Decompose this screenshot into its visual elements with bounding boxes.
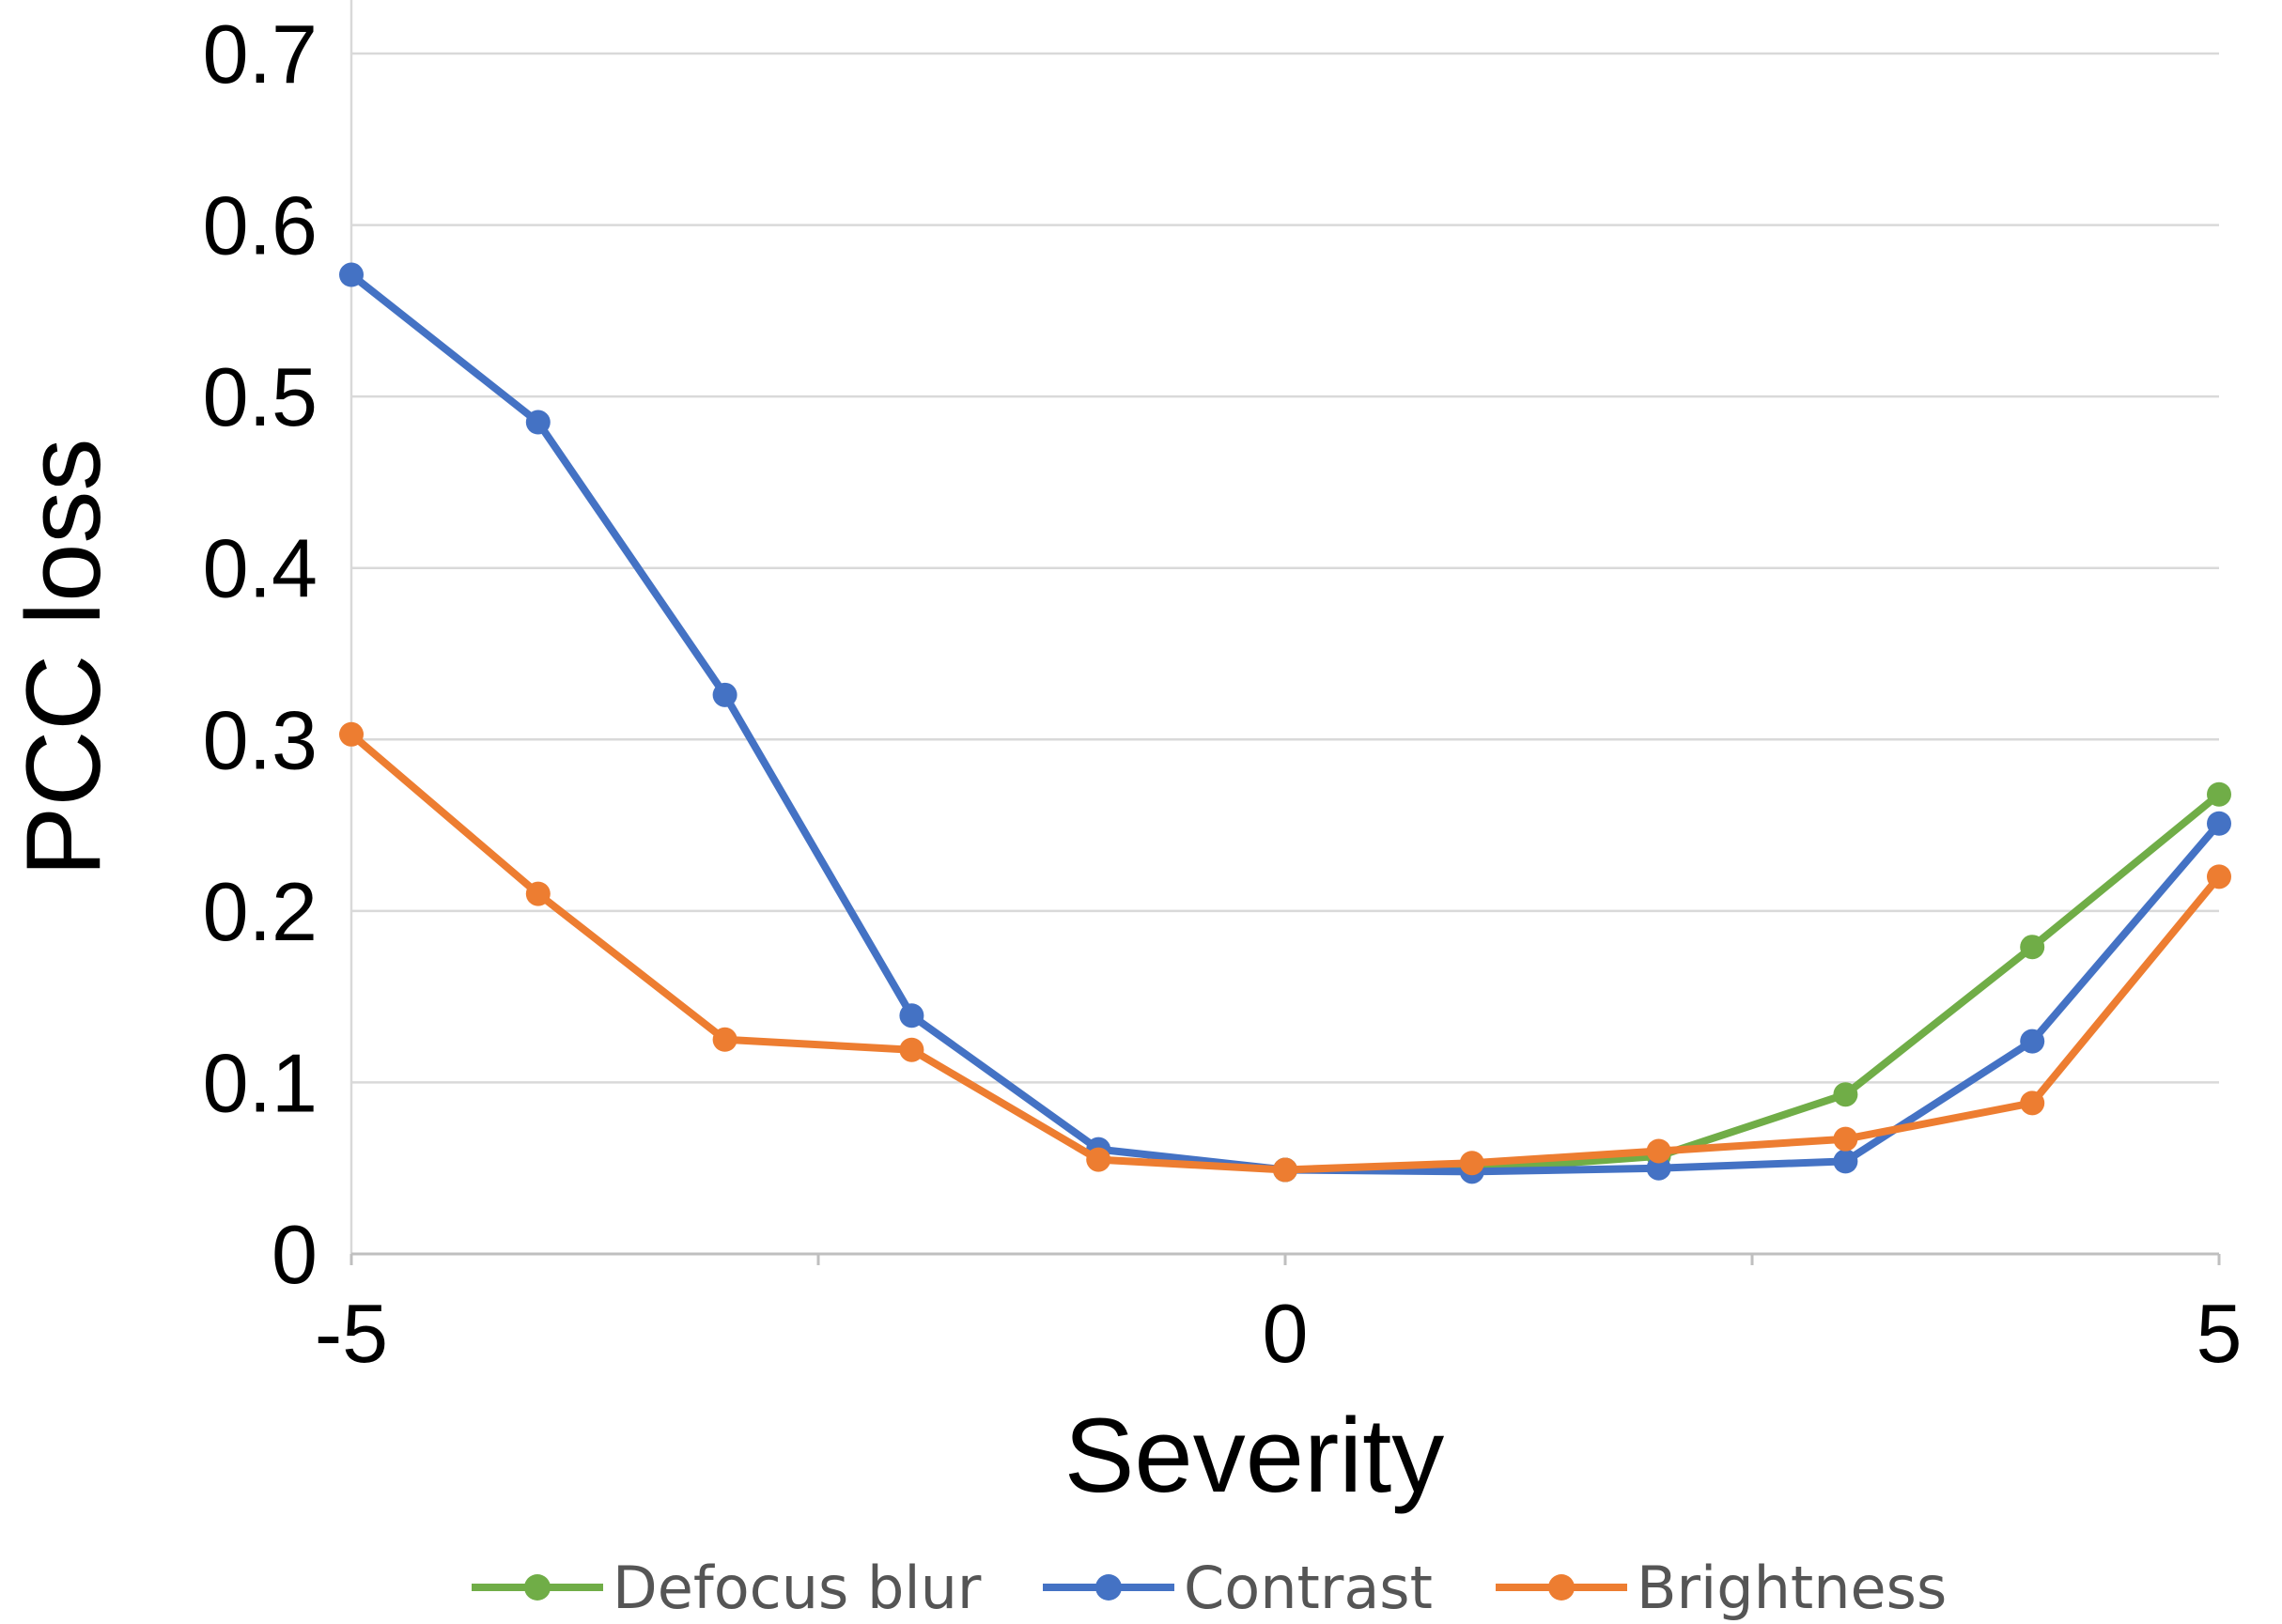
legend-label: Brightness [1637, 1554, 1947, 1622]
gridlines [351, 52, 2219, 1084]
data-point [712, 1027, 737, 1052]
y-tick-label: 0.7 [203, 8, 318, 101]
x-tick-label: 0 [1263, 1287, 1309, 1380]
data-point [1833, 1082, 1858, 1107]
data-point [2020, 935, 2045, 960]
x-tick-label: 5 [2197, 1287, 2243, 1380]
data-point [525, 410, 551, 435]
legend-marker [1095, 1574, 1122, 1601]
axes [349, 0, 2221, 1265]
series [339, 262, 2231, 1184]
y-tick-label: 0.6 [203, 179, 318, 272]
data-point [2020, 1090, 2045, 1116]
data-point [1646, 1138, 1671, 1164]
tick-labels: 00.10.20.30.40.50.60.7-5 0 5 [203, 8, 2243, 1380]
y-tick-label: 0.2 [203, 865, 318, 958]
legend: Defocus blur Contrast Brightness [472, 1554, 1947, 1622]
data-point [1273, 1157, 1297, 1183]
data-point [1833, 1149, 1858, 1174]
data-point [1086, 1147, 1111, 1172]
y-tick-label: 0.4 [203, 522, 318, 615]
legend-label: Defocus blur [613, 1554, 982, 1622]
data-point [2020, 1029, 2045, 1054]
data-point [1646, 1155, 1671, 1181]
data-point [339, 721, 364, 747]
data-point [712, 682, 737, 707]
data-point [525, 881, 551, 906]
data-point [2207, 811, 2231, 836]
legend-marker [524, 1574, 551, 1601]
y-tick-label: 0 [272, 1208, 318, 1301]
series-line-contrast [348, 271, 2223, 1176]
data-point [339, 262, 364, 287]
data-point [1833, 1126, 1858, 1152]
data-point [899, 1037, 924, 1062]
legend-label: Contrast [1184, 1554, 1433, 1622]
legend-marker [1548, 1574, 1575, 1601]
y-tick-label: 0.5 [203, 350, 318, 443]
y-tick-label: 0.3 [203, 693, 318, 786]
data-point [2207, 781, 2231, 807]
data-point [899, 1003, 924, 1029]
data-point [2207, 864, 2231, 889]
data-point [1459, 1151, 1484, 1176]
y-tick-label: 0.1 [203, 1036, 318, 1129]
x-axis-title: Severity [1064, 1397, 1445, 1514]
x-tick-label: -5 [315, 1287, 388, 1380]
y-axis-title: PCC loss [5, 439, 122, 877]
